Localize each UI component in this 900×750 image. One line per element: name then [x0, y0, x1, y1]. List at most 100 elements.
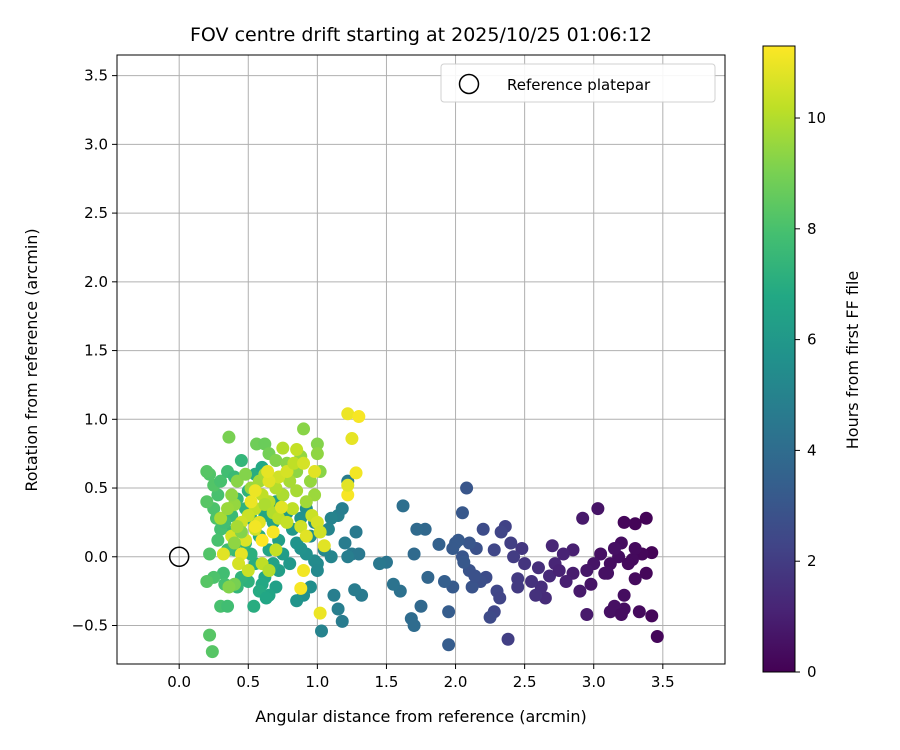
scatter-point — [650, 630, 664, 644]
scatter-point — [338, 536, 352, 550]
scatter-point — [639, 566, 653, 580]
scatter-point — [244, 547, 258, 561]
scatter-point — [437, 575, 451, 589]
reference-marker — [168, 546, 190, 568]
scatter-point — [225, 488, 239, 502]
x-tick-label: 1.0 — [305, 673, 329, 691]
scatter-point — [645, 546, 659, 560]
scatter-point — [580, 564, 594, 578]
scatter-point — [211, 533, 225, 547]
colorbar: 0 2 4 6 8 10 Hours from first FF file — [762, 45, 862, 681]
scatter-point — [421, 570, 435, 584]
scatter-point — [290, 443, 304, 457]
scatter-point — [341, 478, 355, 492]
scatter-point — [285, 502, 299, 516]
scatter-point — [348, 583, 362, 597]
reference-point — [168, 546, 190, 568]
legend-marker-circle — [458, 73, 480, 95]
scatter-point — [584, 577, 598, 591]
scatter-point — [501, 632, 515, 646]
scatter-point — [335, 614, 349, 628]
x-tick-label: 0.5 — [236, 673, 260, 691]
x-tick-label: 0.0 — [167, 673, 191, 691]
x-axis-ticks: 0.0 0.5 1.0 1.5 2.0 2.5 3.0 3.5 — [167, 664, 675, 691]
colorbar-tick-label: 4 — [807, 441, 817, 459]
scatter-point — [290, 536, 304, 550]
scatter-point — [407, 619, 421, 633]
scatter-point — [200, 575, 214, 589]
scatter-point — [294, 520, 308, 534]
scatter-point — [247, 599, 261, 613]
scatter-point — [258, 498, 272, 512]
scatter-point — [297, 456, 311, 470]
scatter-point — [414, 599, 428, 613]
scatter-point — [576, 511, 590, 525]
scatter-point — [280, 515, 294, 529]
legend-entry-reference-platepar: Reference platepar — [507, 76, 651, 94]
scatter-point — [294, 581, 308, 595]
scatter-point — [287, 456, 301, 470]
scatter-point — [248, 484, 262, 498]
scatter-point — [628, 517, 642, 531]
scatter-point — [222, 580, 236, 594]
scatter-point — [216, 547, 230, 561]
scatter-point — [442, 605, 456, 619]
scatter-point — [335, 502, 349, 516]
scatter-point — [460, 481, 474, 495]
scatter-point — [234, 454, 248, 468]
scatter-point — [274, 500, 288, 514]
scatter-point — [269, 454, 283, 468]
scatter-point — [283, 557, 297, 571]
scatter-point — [507, 550, 521, 564]
scatter-point — [315, 624, 329, 638]
scatter-point — [493, 591, 507, 605]
scatter-point — [269, 543, 283, 557]
scatter-point — [230, 520, 244, 534]
scatter-point — [617, 515, 631, 529]
scatter-point — [214, 474, 228, 488]
colorbar-label: Hours from first FF file — [843, 271, 862, 450]
colorbar-tick-label: 2 — [807, 552, 817, 570]
scatter-point — [341, 488, 355, 502]
scatter-point — [200, 465, 214, 479]
scatter-point — [559, 575, 573, 589]
scatter-point — [345, 432, 359, 446]
y-axis-ticks: −0.5 0.0 0.5 1.0 1.5 2.0 2.5 3.0 3.5 — [72, 67, 117, 635]
colorbar-ticks: 0 2 4 6 8 10 — [795, 109, 826, 681]
x-axis-label: Angular distance from reference (arcmin) — [255, 707, 586, 726]
scatter-point — [299, 529, 313, 543]
scatter-point — [483, 610, 497, 624]
y-tick-label: 1.5 — [84, 342, 108, 360]
scatter-point — [327, 588, 341, 602]
scatter-point — [545, 539, 559, 553]
scatter-point — [386, 577, 400, 591]
scatter-point — [455, 506, 469, 520]
colorbar-gradient — [762, 45, 796, 673]
x-tick-label: 2.0 — [444, 673, 468, 691]
scatter-point — [313, 525, 327, 539]
scatter-point — [442, 638, 456, 652]
scatter-point — [232, 557, 246, 571]
scatter-point — [591, 502, 605, 516]
scatter-point — [410, 522, 424, 536]
scatter-point — [276, 441, 290, 455]
y-tick-label: 2.5 — [84, 204, 108, 222]
scatter-point — [203, 628, 217, 642]
scatter-point — [324, 511, 338, 525]
scatter-point — [239, 467, 253, 481]
scatter-point — [221, 502, 235, 516]
legend: Reference platepar — [440, 63, 716, 103]
scatter-point — [341, 407, 355, 421]
scatter-points — [200, 407, 664, 659]
scatter-point — [341, 550, 355, 564]
scatter-point — [331, 602, 345, 616]
plot-frame — [116, 54, 726, 665]
scatter-point — [617, 588, 631, 602]
scatter-point — [310, 437, 324, 451]
scatter-point — [504, 536, 518, 550]
scatter-point — [349, 466, 363, 480]
scatter-point — [621, 557, 635, 571]
scatter-point — [352, 547, 366, 561]
chart-title: FOV centre drift starting at 2025/10/25 … — [190, 24, 652, 46]
scatter-point — [639, 511, 653, 525]
